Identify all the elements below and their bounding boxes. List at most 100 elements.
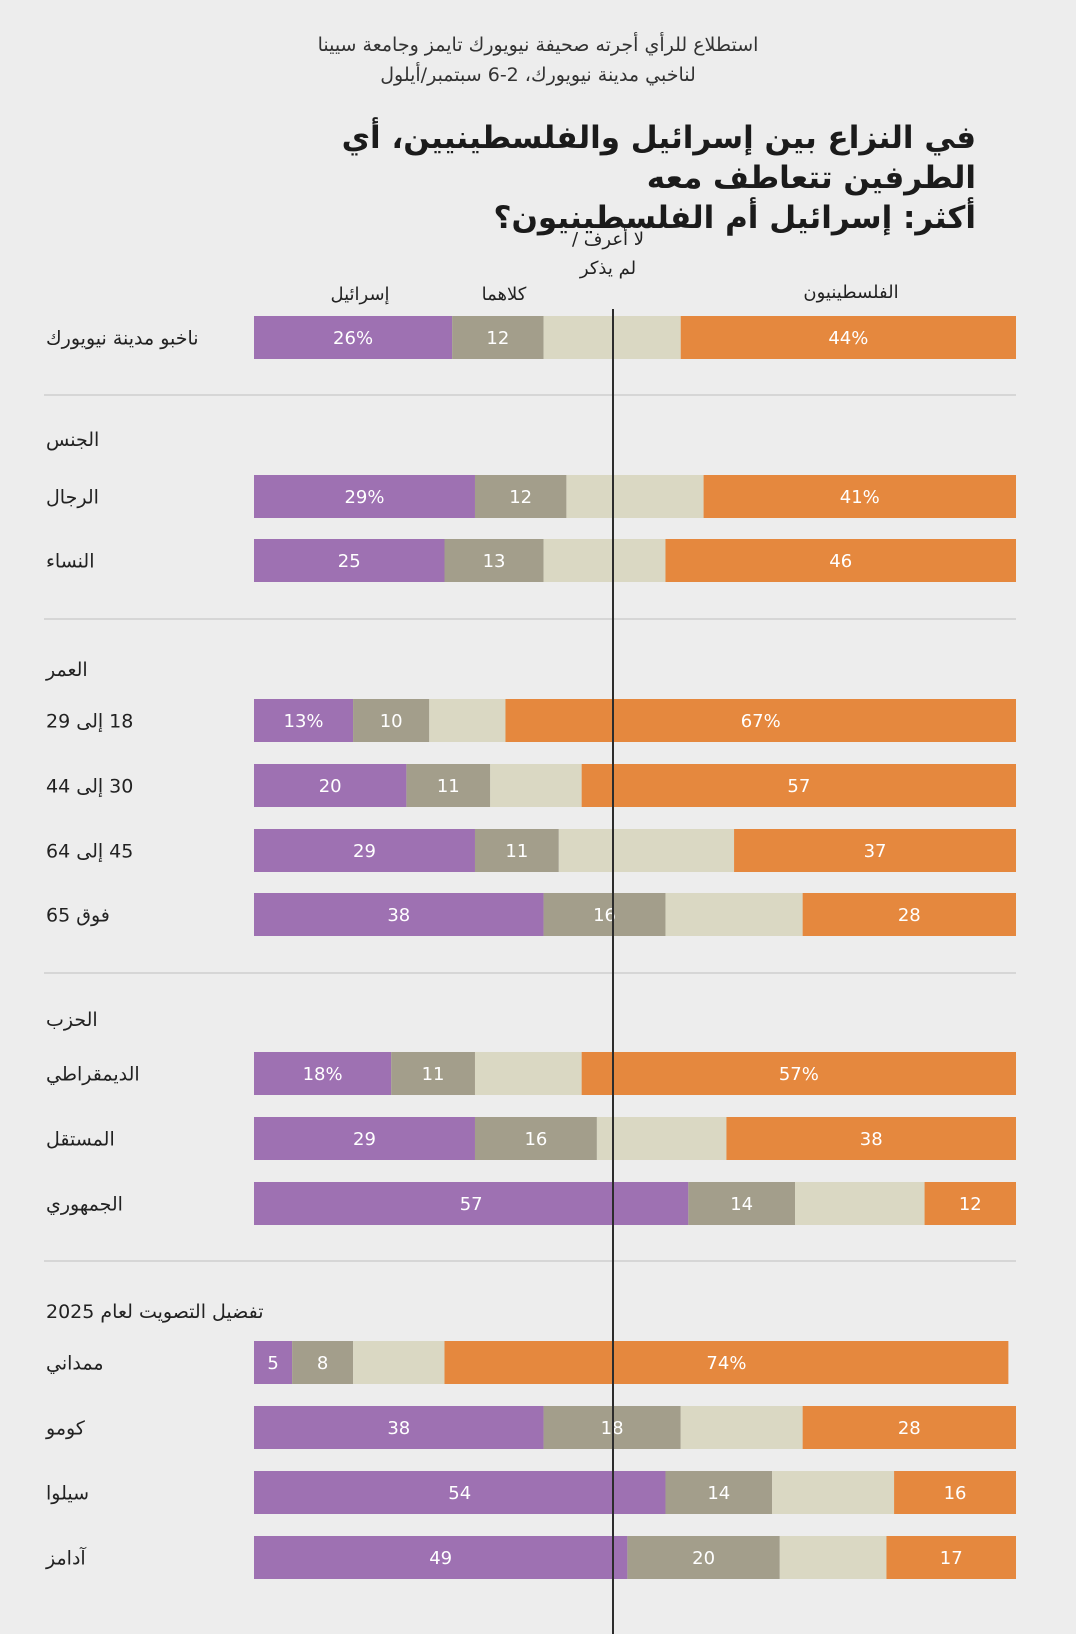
bar-segment-israel [254, 1471, 666, 1514]
bar-segment-dont-know [543, 539, 666, 582]
legend-dont-know-line2: لم يذكر [579, 258, 636, 279]
bar-segment-palestinians [894, 1471, 1016, 1514]
bar-value-label: 57 [787, 776, 810, 797]
row-label: النساء [46, 551, 94, 573]
bar-segment-dont-know [566, 475, 704, 518]
bar-value-label: 29 [353, 1129, 376, 1150]
bar-segment-dont-know [680, 1406, 803, 1449]
bar-segment-israel [254, 1406, 544, 1449]
bar-segment-dont-know [558, 829, 735, 872]
bar-value-label: 16 [593, 905, 616, 926]
bar-value-label: 57 [460, 1194, 483, 1215]
bar-segment-palestinians [581, 764, 1016, 807]
question-line-2: أكثر: إسرائيل أم الفلسطينيون؟ [493, 200, 976, 236]
bar-segment-israel [254, 764, 407, 807]
bar-segment-palestinians [924, 1182, 1016, 1225]
bar-value-label: 11 [422, 1064, 445, 1085]
bar-value-label: 29% [344, 487, 384, 508]
bar-value-label: 11 [505, 841, 528, 862]
bar-value-label: 37 [864, 841, 887, 862]
bar-segment-palestinians [802, 893, 1016, 936]
row-label: الرجال [46, 487, 99, 509]
bar-segment-dont-know [665, 893, 803, 936]
bar-value-label: 57% [779, 1064, 819, 1085]
bar-segment-palestinians [665, 539, 1016, 582]
bar-segment-israel [254, 1117, 475, 1160]
bar-value-label: 41% [840, 487, 880, 508]
bar-segment-both [444, 539, 544, 582]
legend-dont-know-line1: لا أعرف / [572, 227, 644, 250]
bar-value-label: 28 [898, 1418, 921, 1439]
bar-value-label: 17 [940, 1548, 963, 1569]
chart-question: في النزاع بين إسرائيل والفلسطينيين، أي ا… [216, 118, 976, 238]
row-label: 45 إلى 64 [46, 841, 133, 864]
bar-segment-dont-know [795, 1182, 925, 1225]
row-label: كومو [45, 1418, 86, 1440]
bar-value-label: 8 [317, 1353, 328, 1374]
bar-value-label: 38 [860, 1129, 883, 1150]
bar-segment-israel [254, 316, 453, 359]
group-title: تفضيل التصويت لعام 2025 [46, 1301, 264, 1323]
bar-segment-palestinians [726, 1117, 1016, 1160]
legend-both: كلاهما [482, 284, 527, 305]
bar-value-label: 16 [524, 1129, 547, 1150]
bar-segment-dont-know [353, 1341, 445, 1384]
bar-value-label: 49 [429, 1548, 452, 1569]
bar-value-label: 38 [387, 905, 410, 926]
bar-segment-both [353, 699, 430, 742]
bar-segment-palestinians [444, 1341, 1009, 1384]
bar-value-label: 13 [483, 551, 506, 572]
legend-israel: إسرائيل [330, 284, 389, 305]
bar-value-label: 10 [380, 711, 403, 732]
bar-segment-israel [254, 1182, 689, 1225]
bar-segment-both [452, 316, 544, 359]
group-title: العمر [45, 659, 88, 681]
bar-segment-palestinians [734, 829, 1016, 872]
row-label: سيلوا [46, 1483, 89, 1505]
bar-value-label: 5 [267, 1353, 278, 1374]
bar-segment-both [391, 1052, 475, 1095]
bar-segment-both [474, 475, 567, 518]
legend-palestinians: الفلسطينيون [803, 282, 898, 303]
group-title: الحزب [46, 1009, 98, 1031]
bar-segment-both [474, 1117, 597, 1160]
row-label: فوق 65 [46, 905, 110, 927]
bar-segment-israel [254, 1341, 293, 1384]
group-title: الجنس [46, 429, 99, 451]
row-label: 30 إلى 44 [46, 776, 133, 799]
bar-value-label: 12 [959, 1194, 982, 1215]
bar-value-label: 16 [944, 1483, 967, 1504]
source-line-2: لناخبي مدينة نيويورك، 2-6 سبتمبر/أيلول [380, 64, 696, 86]
bar-segment-dont-know [429, 699, 506, 742]
bar-value-label: 44% [828, 328, 868, 349]
bar-segment-both [406, 764, 491, 807]
bar-segment-palestinians [581, 1052, 1016, 1095]
bar-segment-israel [254, 1536, 628, 1579]
bar-segment-both [474, 829, 559, 872]
bar-segment-palestinians [680, 316, 1016, 359]
row-label: ناخبو مدينة نيويورك [46, 328, 199, 350]
bar-segment-palestinians [505, 699, 1016, 742]
question-line-1: في النزاع بين إسرائيل والفلسطينيين، أي ا… [341, 120, 976, 196]
bar-segment-dont-know [779, 1536, 887, 1579]
bar-segment-dont-know [772, 1471, 895, 1514]
source-note: استطلاع للرأي أجرته صحيفة نيويورك تايمز … [0, 30, 1076, 90]
bar-value-label: 25 [338, 551, 361, 572]
bar-segment-both [543, 893, 666, 936]
bar-value-label: 14 [730, 1194, 753, 1215]
bar-segment-palestinians [886, 1536, 1016, 1579]
bar-value-label: 14 [707, 1483, 730, 1504]
bar-value-label: 74% [706, 1353, 746, 1374]
bar-segment-dont-know [490, 764, 582, 807]
bar-value-label: 18% [303, 1064, 343, 1085]
bar-segment-both [688, 1182, 796, 1225]
bar-value-label: 20 [692, 1548, 715, 1569]
bar-segment-israel [254, 699, 354, 742]
bar-value-label: 28 [898, 905, 921, 926]
row-label: الجمهوري [46, 1194, 123, 1216]
row-label: آدامز [45, 1546, 86, 1570]
bar-segment-israel [254, 829, 475, 872]
bar-value-label: 38 [387, 1418, 410, 1439]
bar-value-label: 54 [448, 1483, 471, 1504]
